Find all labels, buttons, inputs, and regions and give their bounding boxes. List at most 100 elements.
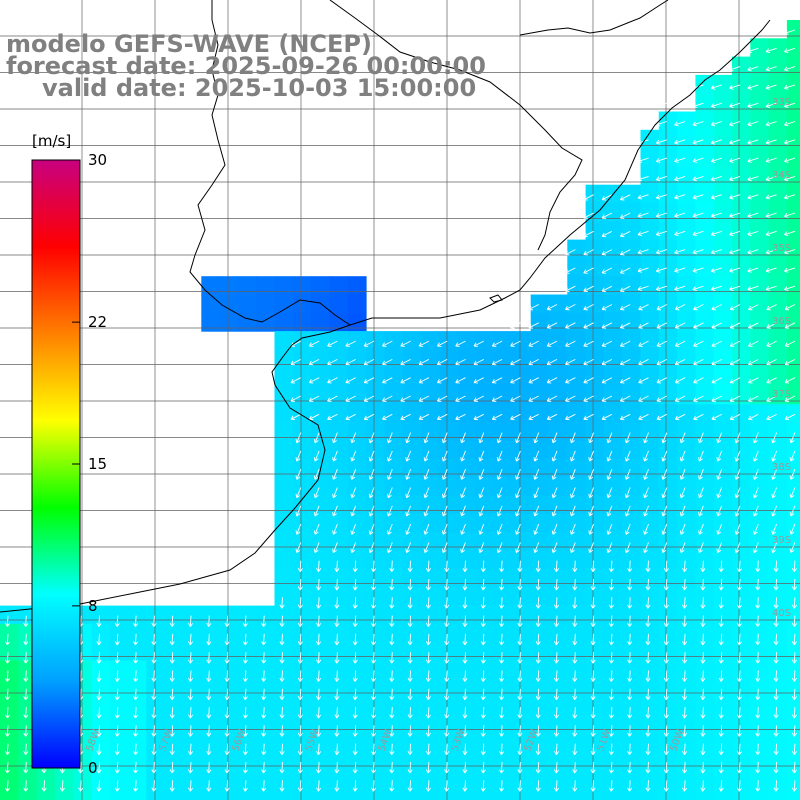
wind-arrow [297, 615, 303, 627]
wind-arrow [316, 560, 322, 572]
speed-cell [549, 715, 568, 735]
speed-cell [786, 312, 800, 332]
speed-cell [603, 587, 623, 607]
wind-arrow [517, 670, 523, 682]
wind-arrow [334, 707, 340, 719]
speed-cell [732, 532, 751, 552]
wind-arrow [692, 230, 704, 237]
wind-arrow [528, 413, 539, 421]
speed-cell [549, 605, 568, 625]
speed-cell [530, 294, 550, 314]
wind-arrow [674, 249, 686, 255]
wind-arrow [747, 29, 759, 35]
speed-cell [695, 733, 715, 753]
speed-cell [292, 642, 312, 662]
speed-cell [786, 221, 800, 241]
speed-cell [420, 642, 440, 662]
speed-cell [292, 752, 312, 771]
speed-cell [91, 642, 111, 662]
speed-cell [750, 605, 770, 625]
wind-arrow [766, 340, 777, 347]
wind-arrow [627, 652, 633, 664]
speed-cell [603, 440, 623, 460]
speed-cell [109, 660, 129, 680]
wind-arrow [517, 633, 523, 646]
wind-arrow [499, 597, 505, 609]
wind-arrow [345, 340, 356, 347]
speed-cell [274, 331, 294, 350]
wind-arrow [332, 469, 338, 480]
wind-arrow [661, 450, 668, 462]
wind-arrow [572, 780, 578, 792]
wind-arrow [698, 487, 704, 499]
speed-cell [732, 386, 751, 405]
speed-cell [183, 623, 202, 643]
wind-arrow [784, 413, 796, 421]
wind-arrow [784, 285, 796, 292]
speed-cell [658, 752, 678, 771]
wind-arrow [224, 725, 230, 737]
wind-arrow [187, 688, 194, 701]
speed-cell [402, 697, 422, 716]
wind-arrow [700, 670, 706, 682]
wind-arrow [570, 523, 576, 535]
speed-cell [603, 422, 623, 442]
wind-arrow [295, 505, 302, 517]
wind-arrow [462, 780, 468, 792]
speed-cell [274, 404, 294, 424]
wind-arrow [606, 523, 613, 535]
speed-cell [549, 623, 568, 643]
speed-cell [585, 276, 605, 296]
speed-cell [366, 733, 385, 753]
wind-arrow [766, 413, 777, 421]
speed-cell [786, 93, 800, 113]
speed-cell [768, 184, 788, 204]
speed-cell [695, 587, 715, 607]
speed-cell [695, 605, 715, 625]
wind-arrow [389, 761, 395, 774]
wind-arrow [711, 395, 722, 402]
wind-arrow [478, 542, 485, 553]
speed-cell [164, 770, 184, 790]
speed-cell [91, 770, 111, 790]
speed-cell [475, 733, 495, 753]
wind-arrow [425, 707, 431, 719]
speed-cell [603, 660, 623, 680]
speed-cell [494, 440, 513, 460]
speed-cell [640, 257, 660, 277]
speed-cell [768, 752, 788, 771]
speed-cell [695, 678, 715, 698]
speed-cell [384, 349, 404, 369]
speed-cell [475, 386, 495, 405]
speed-cell [658, 312, 678, 332]
speed-cell [750, 56, 770, 76]
speed-cell [439, 386, 459, 405]
wind-arrow [261, 615, 267, 627]
wind-arrow [444, 725, 450, 737]
speed-cell [219, 733, 239, 753]
wind-arrow [553, 597, 560, 609]
wind-arrow [601, 322, 613, 329]
speed-cell [695, 184, 715, 204]
wind-arrow [682, 780, 688, 792]
speed-cell [658, 129, 678, 149]
wind-arrow [674, 377, 686, 384]
speed-cell [256, 312, 276, 332]
wind-arrow [437, 340, 448, 347]
wind-arrow [765, 212, 777, 218]
wind-arrow [370, 597, 377, 609]
speed-cell [420, 459, 440, 479]
wind-arrow [718, 761, 724, 774]
wind-arrow [535, 633, 541, 646]
wind-arrow [187, 615, 194, 627]
wind-arrow [546, 395, 558, 402]
wind-arrow [515, 523, 521, 535]
wind-arrow [332, 505, 338, 517]
speed-cell [677, 184, 696, 204]
speed-cell [530, 514, 550, 533]
speed-cell [695, 477, 715, 497]
wind-arrow [499, 578, 505, 591]
wind-arrow [96, 688, 102, 701]
speed-cell [658, 221, 678, 241]
wind-arrow [4, 633, 11, 646]
